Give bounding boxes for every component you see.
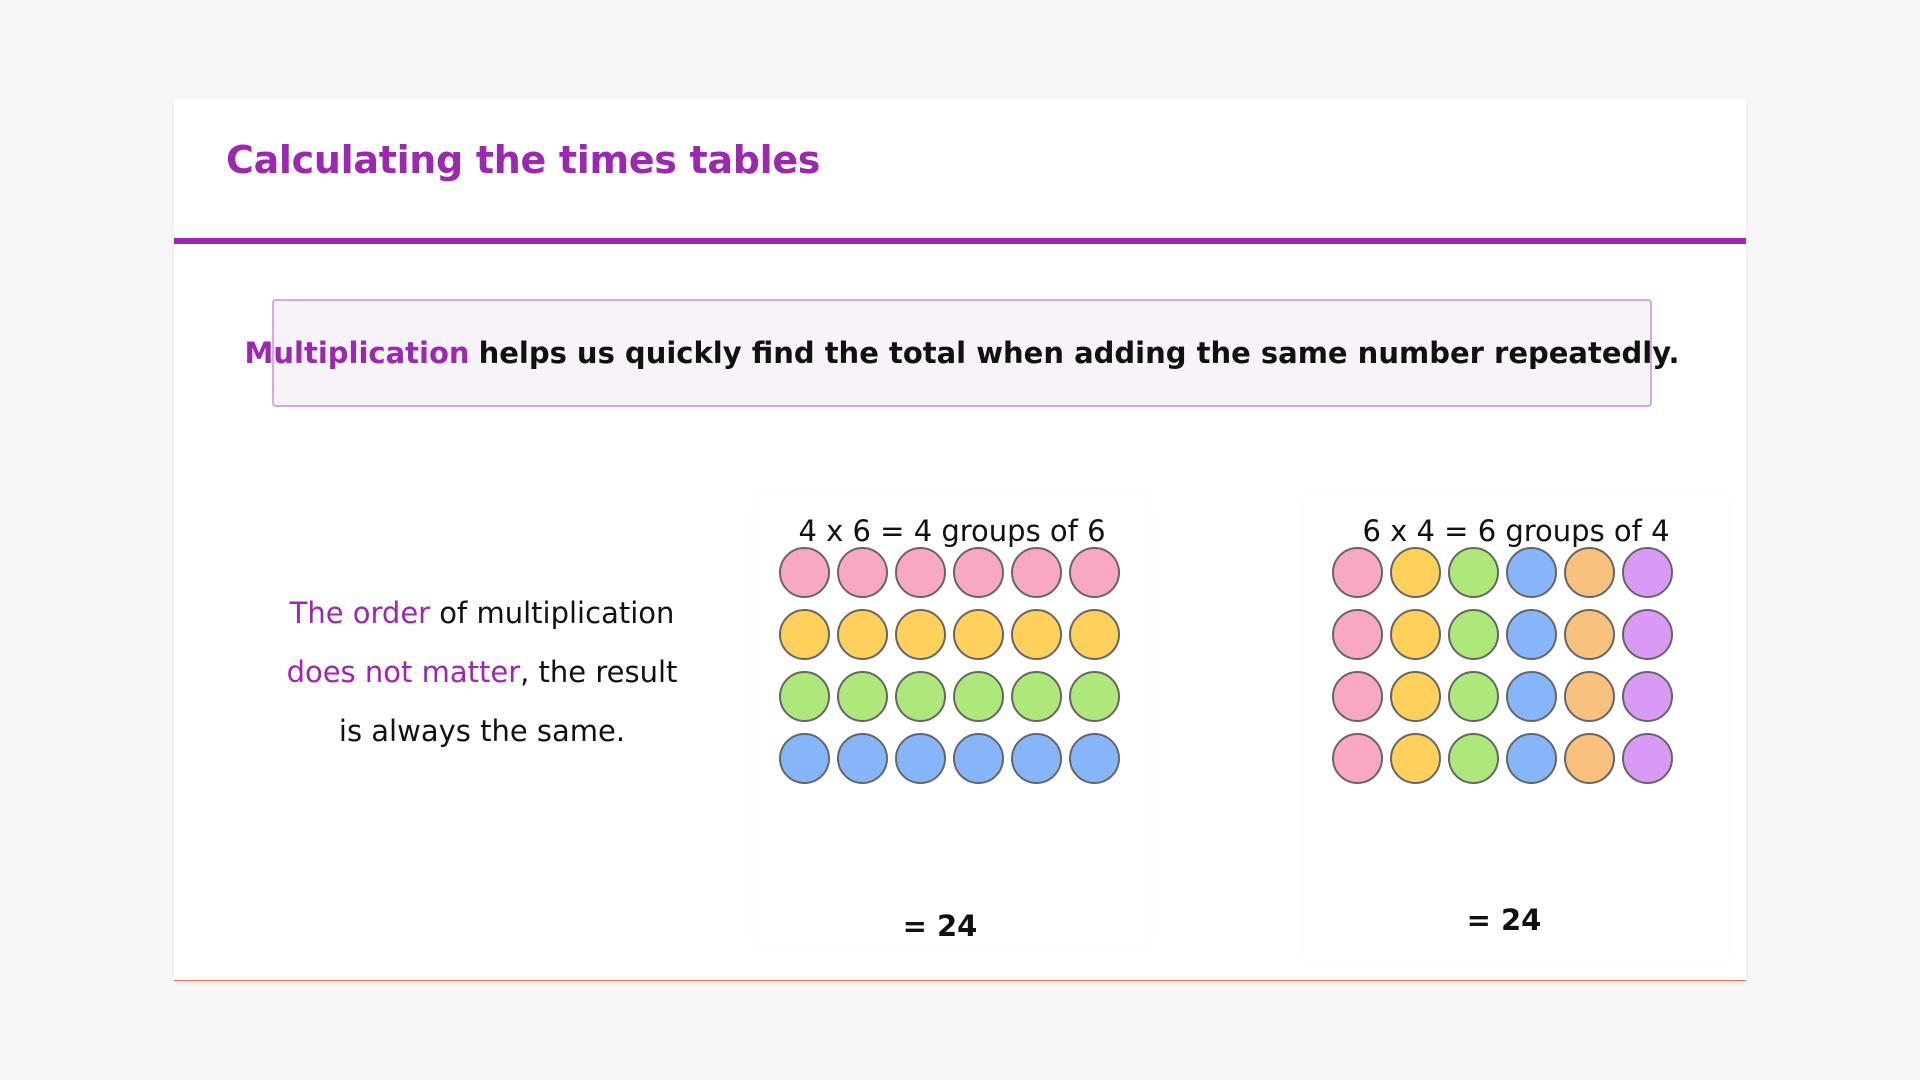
counter-dot (1332, 733, 1383, 784)
counter-dot (837, 671, 888, 722)
dot-grid (1332, 547, 1673, 784)
counter-dot (1332, 547, 1383, 598)
counter-dot (1448, 733, 1499, 784)
title-divider (174, 238, 1746, 244)
counter-dot (1011, 733, 1062, 784)
slide-title: Calculating the times tables (226, 138, 821, 182)
counter-dot (1332, 609, 1383, 660)
definition-box: Multiplication helps us quickly find the… (245, 299, 1679, 407)
order-note-text-1: of multiplication (430, 596, 675, 630)
counter-dot (1011, 609, 1062, 660)
counter-dot (1448, 609, 1499, 660)
counter-dot (837, 733, 888, 784)
counter-dot (1564, 609, 1615, 660)
counter-dot (1069, 547, 1120, 598)
counter-dot (1506, 671, 1557, 722)
counter-dot (1564, 547, 1615, 598)
counter-dot (895, 671, 946, 722)
counter-dot (1448, 547, 1499, 598)
counter-dot (1069, 671, 1120, 722)
order-note-highlight-2: does not matter (286, 655, 521, 689)
order-note: The order of multiplication does not mat… (272, 584, 692, 761)
counter-dot (779, 733, 830, 784)
array-panel-4x6: 4 x 6 = 4 groups of 6 = 24 (757, 496, 1147, 946)
counter-dot (1011, 547, 1062, 598)
counter-dot (1332, 671, 1383, 722)
counter-dot (1390, 609, 1441, 660)
counter-dot (1622, 733, 1673, 784)
counter-dot (1390, 547, 1441, 598)
counter-dot (779, 671, 830, 722)
counter-dot (1390, 733, 1441, 784)
counter-dot (953, 547, 1004, 598)
dot-grid (779, 547, 1120, 784)
counter-dot (953, 671, 1004, 722)
counter-dot (837, 609, 888, 660)
counter-dot (1069, 609, 1120, 660)
counter-dot (1564, 733, 1615, 784)
counter-dot (895, 733, 946, 784)
counter-dot (895, 609, 946, 660)
order-note-highlight-1: The order (289, 596, 431, 630)
counter-dot (779, 547, 830, 598)
counter-dot (1622, 547, 1673, 598)
counter-dot (1506, 733, 1557, 784)
counter-dot (779, 609, 830, 660)
array-panel-6x4: 6 x 4 = 6 groups of 4 = 24 (1304, 496, 1728, 962)
order-note-text-2: , the result is always the same. (338, 655, 678, 748)
counter-dot (1011, 671, 1062, 722)
counter-dot (1564, 671, 1615, 722)
counter-dot (953, 609, 1004, 660)
counter-dot (1069, 733, 1120, 784)
array-total: = 24 (1466, 903, 1542, 937)
counter-dot (895, 547, 946, 598)
slide: Calculating the times tables Multiplicat… (174, 98, 1746, 981)
counter-dot (1506, 609, 1557, 660)
array-total: = 24 (902, 909, 978, 943)
counter-dot (1622, 671, 1673, 722)
counter-dot (1448, 671, 1499, 722)
counter-dot (1622, 609, 1673, 660)
array-label: 4 x 6 = 4 groups of 6 (798, 514, 1106, 548)
counter-dot (837, 547, 888, 598)
definition-text: helps us quickly find the total when add… (478, 336, 1680, 370)
counter-dot (953, 733, 1004, 784)
definition-keyword: Multiplication (244, 336, 470, 370)
array-label: 6 x 4 = 6 groups of 4 (1362, 514, 1670, 548)
counter-dot (1390, 671, 1441, 722)
counter-dot (1506, 547, 1557, 598)
